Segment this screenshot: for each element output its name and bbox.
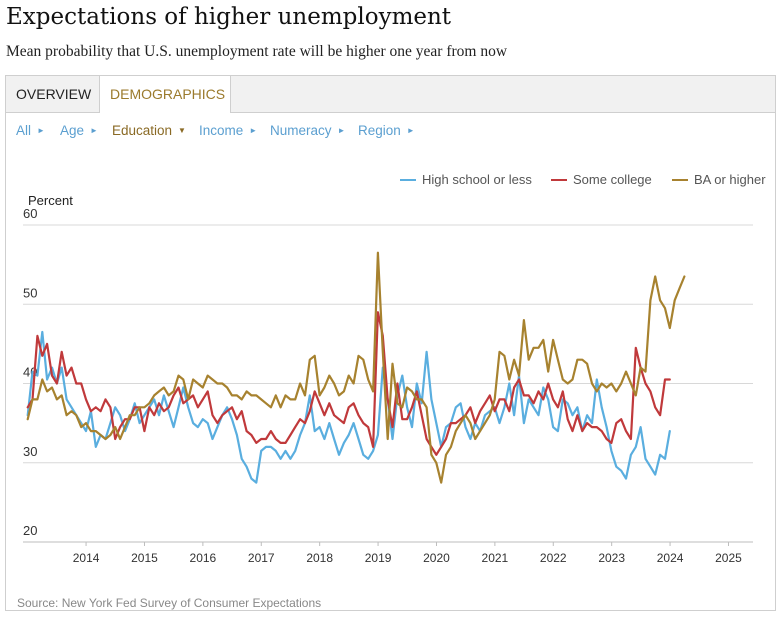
caret-right-icon: ► [249,126,258,135]
caret-right-icon: ► [337,126,346,135]
x-tick-label: 2020 [423,551,450,565]
legend-swatch-ba [672,178,688,181]
y-tick-label: 60 [23,206,37,221]
chart-panel: OVERVIEW DEMOGRAPHICS All ► Age ► Educatio… [5,75,776,611]
filter-income-label: Income [199,123,244,138]
legend-high-school[interactable]: High school or less [400,172,532,187]
tab-demographics[interactable]: DEMOGRAPHICS [100,76,231,113]
series-line-hs [26,330,671,484]
filter-age-label: Age [60,123,85,138]
filter-age[interactable]: Age ► [60,123,98,138]
tab-bar: OVERVIEW DEMOGRAPHICS [6,76,775,113]
caret-right-icon: ► [90,126,98,135]
x-tick-label: 2017 [248,551,275,565]
x-tick-label: 2024 [657,551,684,565]
filter-all[interactable]: All ► [16,123,45,138]
page-title: Expectations of higher unemployment [6,4,452,30]
filter-region[interactable]: Region ► [358,123,415,138]
filter-numeracy[interactable]: Numeracy ► [270,123,345,138]
filter-education[interactable]: Education ▼ [112,123,186,138]
caret-right-icon: ► [37,126,45,135]
filter-education-label: Education [112,123,173,138]
filter-region-label: Region [358,123,401,138]
y-tick-label: 30 [23,444,37,459]
x-tick-label: 2014 [73,551,100,565]
filter-bar: All ► Age ► Education ▼ Income ► Numeracy ► R… [6,112,775,152]
x-tick-label: 2021 [482,551,509,565]
legend-swatch-sc [551,178,567,181]
x-tick-label: 2019 [365,551,392,565]
legend-some-college[interactable]: Some college [551,172,652,187]
legend-label-hs: High school or less [422,172,532,187]
y-axis-title: Percent [28,193,73,208]
x-tick-label: 2015 [131,551,158,565]
filter-numeracy-label: Numeracy [270,123,332,138]
legend-swatch-hs [400,178,416,181]
x-tick-label: 2016 [190,551,217,565]
caret-down-icon: ▼ [178,126,186,135]
legend-label-ba: BA or higher [694,172,766,187]
tab-overview[interactable]: OVERVIEW [6,76,100,112]
x-tick-label: 2025 [715,551,742,565]
filter-income[interactable]: Income ► [199,123,257,138]
caret-right-icon: ► [406,126,415,135]
legend-ba-higher[interactable]: BA or higher [672,172,766,187]
x-tick-label: 2022 [540,551,567,565]
legend-label-sc: Some college [573,172,652,187]
x-tick-label: 2023 [598,551,625,565]
source-note: Source: New York Fed Survey of Consumer … [17,596,322,610]
filter-all-label: All [16,123,32,138]
series-line-ba [26,251,686,484]
series-line-sc [26,311,671,456]
page-subtitle: Mean probability that U.S. unemployment … [6,43,508,60]
y-tick-label: 20 [23,523,37,538]
x-tick-label: 2018 [306,551,333,565]
y-tick-label: 50 [23,285,37,300]
